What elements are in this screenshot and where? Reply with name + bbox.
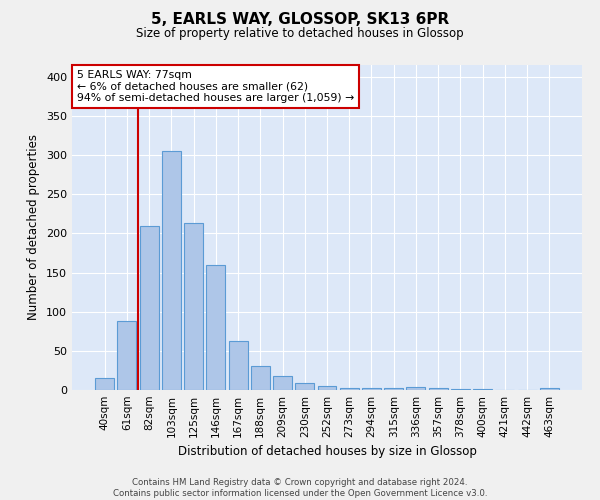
- Bar: [540, 388, 559, 390]
- Bar: [229, 340, 248, 390]
- Bar: [118, 321, 136, 390]
- Bar: [362, 388, 381, 390]
- Bar: [317, 386, 337, 390]
- Bar: [429, 388, 448, 390]
- Bar: [140, 226, 158, 390]
- Bar: [451, 389, 470, 390]
- Text: 5, EARLS WAY, GLOSSOP, SK13 6PR: 5, EARLS WAY, GLOSSOP, SK13 6PR: [151, 12, 449, 28]
- Text: Size of property relative to detached houses in Glossop: Size of property relative to detached ho…: [136, 28, 464, 40]
- Bar: [95, 378, 114, 390]
- Bar: [206, 264, 225, 390]
- Text: Contains HM Land Registry data © Crown copyright and database right 2024.
Contai: Contains HM Land Registry data © Crown c…: [113, 478, 487, 498]
- Bar: [273, 376, 292, 390]
- Bar: [384, 388, 403, 390]
- Bar: [473, 389, 492, 390]
- Text: 5 EARLS WAY: 77sqm
← 6% of detached houses are smaller (62)
94% of semi-detached: 5 EARLS WAY: 77sqm ← 6% of detached hous…: [77, 70, 355, 103]
- Y-axis label: Number of detached properties: Number of detached properties: [28, 134, 40, 320]
- Bar: [295, 383, 314, 390]
- Bar: [251, 366, 270, 390]
- Bar: [340, 388, 359, 390]
- X-axis label: Distribution of detached houses by size in Glossop: Distribution of detached houses by size …: [178, 446, 476, 458]
- Bar: [184, 223, 203, 390]
- Bar: [406, 387, 425, 390]
- Bar: [162, 151, 181, 390]
